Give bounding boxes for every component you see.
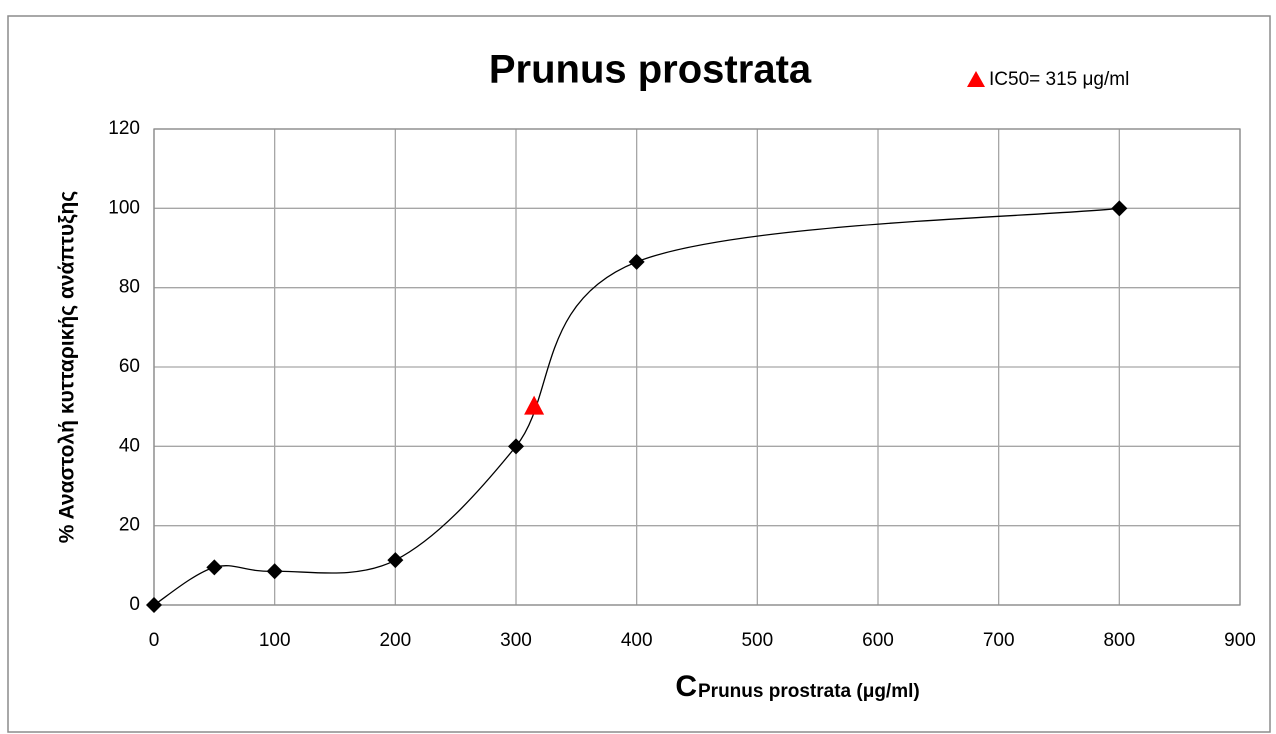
data-point <box>508 438 524 455</box>
data-line <box>153 207 1120 606</box>
x-tick-label: 700 <box>983 630 1015 651</box>
data-point <box>266 563 283 580</box>
data-point <box>524 395 545 415</box>
x-tick-label: 100 <box>259 630 291 651</box>
data-point <box>206 559 223 576</box>
data-point <box>146 597 162 613</box>
data-point <box>628 253 645 270</box>
x-tick-label: 400 <box>621 630 653 651</box>
y-tick-label: 40 <box>119 435 140 456</box>
legend-label: IC50= 315 μg/ml <box>989 69 1129 90</box>
x-tick-label: 800 <box>1103 630 1135 651</box>
legend-marker <box>967 71 985 87</box>
x-tick-label: 900 <box>1224 630 1256 651</box>
y-tick-label: 80 <box>119 277 140 298</box>
y-tick-label: 100 <box>108 197 140 218</box>
y-tick-label: 120 <box>108 118 140 139</box>
x-tick-label: 600 <box>862 630 894 651</box>
x-axis-label: C <box>675 670 697 703</box>
y-tick-label: 20 <box>119 515 140 536</box>
x-tick-label: 500 <box>741 630 773 651</box>
y-tick-label: 0 <box>129 594 140 615</box>
x-tick-label: 0 <box>149 630 160 651</box>
data-point <box>387 552 404 569</box>
data-point <box>1111 200 1128 217</box>
x-tick-label: 200 <box>379 630 411 651</box>
y-axis-label: % Αναστολή κυτταρικής ανάπτυξης <box>56 191 79 543</box>
chart-frame <box>7 15 1271 733</box>
x-tick-label: 300 <box>500 630 532 651</box>
plot-frame <box>153 128 1241 606</box>
x-axis-label-subscript: Prunus prostrata (μg/ml) <box>698 681 920 702</box>
y-tick-label: 60 <box>119 356 140 377</box>
chart-title: Prunus prostrata <box>489 48 812 92</box>
